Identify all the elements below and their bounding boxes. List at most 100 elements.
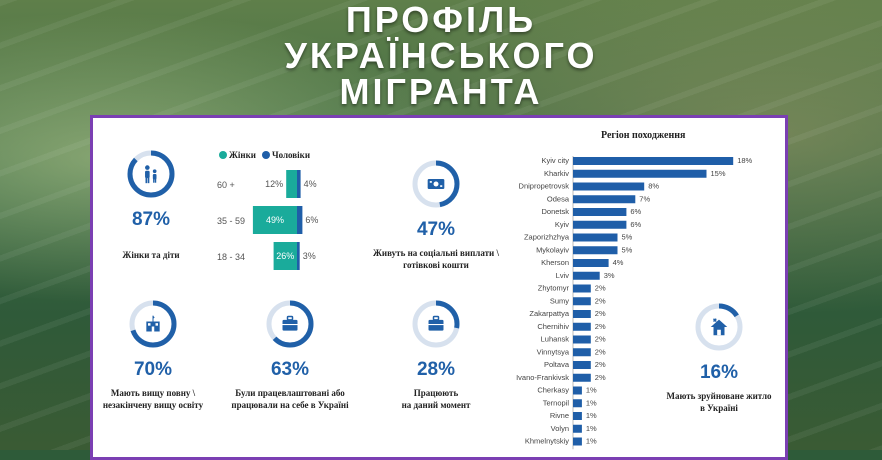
stat-value: 63% <box>270 359 310 380</box>
region-bar <box>573 373 591 382</box>
legend-women: Жінки <box>219 150 256 160</box>
region-tick-label: Luhansk <box>541 335 570 344</box>
legend-women-swatch <box>219 151 227 159</box>
region-tick-label: Khmelnytskiy <box>525 437 569 446</box>
region-value-label: 1% <box>586 437 597 446</box>
caption-line: Працюють <box>413 388 459 398</box>
progress-ring <box>695 303 743 351</box>
region-value-label: 3% <box>604 271 615 280</box>
age-tick-label: 60 + <box>217 180 235 190</box>
women-value-label: 12% <box>265 179 283 189</box>
age-tick-label: 35 - 59 <box>217 216 245 226</box>
stat-employed-before: 63% Були працевлаштовані або працювали н… <box>225 300 355 411</box>
region-value-label: 6% <box>630 220 641 229</box>
stat-caption: Були працевлаштовані або працювали на се… <box>225 387 355 411</box>
region-value-label: 1% <box>586 411 597 420</box>
region-bar <box>573 169 707 178</box>
stat-value: 70% <box>133 359 173 380</box>
region-value-label: 7% <box>639 194 650 203</box>
region-tick-label: Kyiv <box>555 220 569 229</box>
region-bar <box>573 412 582 420</box>
region-bar <box>573 195 636 204</box>
region-tick-label: Zakarpattya <box>529 309 569 318</box>
region-tick-label: Vinnytsya <box>537 347 570 356</box>
men-value-label: 4% <box>304 179 317 189</box>
chart-legend: Жінки Чоловіки <box>219 150 310 160</box>
region-tick-label: Ivano-Frankivsk <box>516 373 569 382</box>
region-bar <box>573 424 582 433</box>
region-tick-label: Dnipropetrovsk <box>519 182 570 191</box>
caption-line: Мають зруйноване житло <box>666 391 772 401</box>
caption-line: незакінчену вищу освіту <box>102 400 204 410</box>
title-line: ПРОФІЛЬ <box>345 0 537 40</box>
region-bar <box>573 246 618 255</box>
stat-caption: Жінки та діти <box>122 250 180 260</box>
progress-ring <box>127 150 175 198</box>
page-title: ПРОФІЛЬ УКРАЇНСЬКОГО МІГРАНТА <box>0 2 882 110</box>
family-icon <box>145 165 157 184</box>
legend-women-label: Жінки <box>229 150 256 160</box>
region-bar <box>573 348 591 357</box>
region-value-label: 1% <box>586 398 597 407</box>
caption-line: Були працевлаштовані або <box>235 388 345 398</box>
men-bar <box>297 242 300 270</box>
damaged-house-icon <box>710 318 728 336</box>
title-line: МІГРАНТА <box>339 71 543 112</box>
caption-line: Мають вищу повну \ <box>110 388 196 398</box>
region-value-label: 4% <box>613 258 624 267</box>
women-value-label: 26% <box>276 251 294 261</box>
region-tick-label: Lviv <box>556 271 570 280</box>
region-tick-label: Chernihiv <box>537 322 569 331</box>
region-value-label: 2% <box>595 322 606 331</box>
stat-value: 16% <box>699 362 739 383</box>
progress-ring <box>412 300 460 348</box>
stat-women-children: 87% Жінки та діти <box>101 150 201 261</box>
caption-line: готівкові кошти <box>403 260 469 270</box>
region-value-label: 8% <box>648 182 659 191</box>
region-value-label: 18% <box>737 156 752 165</box>
title-line: УКРАЇНСЬКОГО <box>284 35 598 76</box>
region-value-label: 2% <box>595 296 606 305</box>
briefcase-icon <box>282 315 298 331</box>
region-bar <box>573 322 591 331</box>
women-value-label: 49% <box>266 215 284 225</box>
stat-value: 28% <box>416 359 456 380</box>
age-gender-chart: 60 + 12% 4% 35 - 59 49% 6% 18 - 34 26% 3% <box>217 170 318 270</box>
region-bar <box>573 399 582 408</box>
women-bar <box>286 170 297 198</box>
region-bar <box>573 182 645 191</box>
region-value-label: 2% <box>595 309 606 318</box>
region-value-label: 5% <box>622 233 633 242</box>
region-tick-label: Kharkiv <box>544 169 569 178</box>
region-tick-label: Ternopil <box>543 398 570 407</box>
region-value-label: 5% <box>622 245 633 254</box>
region-chart: Kyiv city 18% Kharkiv 15% Dnipropetrovsk 8% Od… <box>516 156 753 450</box>
region-tick-label: Zaporizhzhya <box>524 233 570 242</box>
caption-line: на даний момент <box>401 400 471 410</box>
stat-caption: Мають зруйноване житло в Україні <box>659 390 779 414</box>
region-bar <box>573 259 609 267</box>
region-value-label: 2% <box>595 284 606 293</box>
region-bar <box>573 208 627 216</box>
stat-higher-education: 70% Мають вищу повну \ незакінчену вищу … <box>93 300 213 411</box>
age-tick-label: 18 - 34 <box>217 252 245 262</box>
region-bar <box>573 437 582 446</box>
region-tick-label: Odesa <box>547 194 570 203</box>
women-bar <box>252 206 297 234</box>
stat-value: 87% <box>131 209 171 230</box>
stat-caption: Живуть на соціальні виплати \ готівкові … <box>371 247 501 271</box>
men-bar <box>297 170 301 198</box>
region-bar <box>573 233 618 242</box>
region-bar <box>573 386 582 395</box>
region-value-label: 2% <box>595 347 606 356</box>
legend-men-swatch <box>261 151 270 159</box>
infographic-card: 87% Жінки та діти Жінки Чоловіки 60 + 12%… <box>90 115 788 460</box>
region-tick-label: Mykolayiv <box>536 245 569 254</box>
region-tick-label: Kyiv city <box>541 156 569 165</box>
stat-caption: Мають вищу повну \ незакінчену вищу осві… <box>93 387 213 411</box>
stat-destroyed-housing: 16% Мають зруйноване житло в Україні <box>659 303 779 414</box>
caption-line: Живуть на соціальні виплати \ <box>373 248 499 258</box>
region-value-label: 2% <box>595 360 606 369</box>
men-bar <box>297 206 303 234</box>
region-bar <box>573 220 627 229</box>
